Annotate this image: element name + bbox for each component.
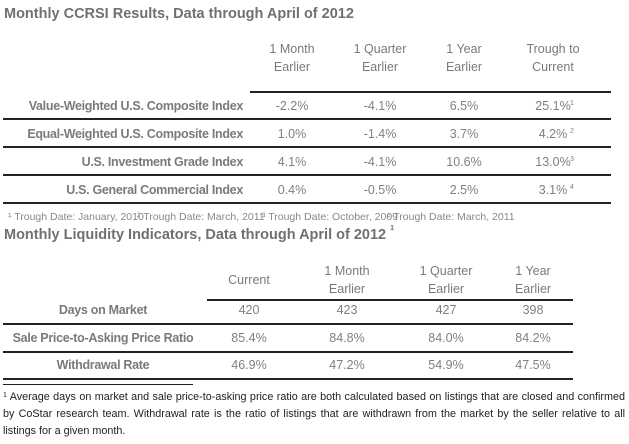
trough-footnote: ⁴ Trough Date: March, 2011 <box>386 211 515 223</box>
trough-footnote-ref: 4 <box>570 184 574 191</box>
trough-footnote: ³ Trough Date: October, 2009 <box>262 211 398 223</box>
column-header-line: Earlier <box>361 60 399 74</box>
table-cell: 84.2% <box>515 331 551 345</box>
table-cell: 25.1% <box>535 99 571 113</box>
column-header: 1 Month Earlier <box>269 40 314 76</box>
column-header-line: Current <box>228 273 270 287</box>
row-label: Value-Weighted U.S. Composite Index <box>28 99 244 113</box>
table-cell: 0.4% <box>277 183 307 197</box>
table-cell: 1.0% <box>277 127 307 141</box>
column-header-line: 1 Quarter <box>353 42 407 56</box>
footnote-rule <box>3 384 193 385</box>
row-label: U.S. General Commercial Index <box>66 183 243 197</box>
column-header-line: Earlier <box>427 282 465 296</box>
column-header: Trough to Current <box>526 40 579 76</box>
column-header-line: 1 Month <box>324 264 370 278</box>
table-cell: -1.4% <box>363 127 397 141</box>
table-cell: 4.2% <box>538 127 568 141</box>
table-cell: 420 <box>238 303 260 317</box>
footnote-text: 1 Average days on market and sale price-… <box>3 389 625 440</box>
column-header: 1 Quarter Earlier <box>420 262 473 298</box>
column-header: 1 Year Earlier <box>515 262 551 298</box>
row-rule <box>3 351 573 353</box>
row-rule <box>3 174 611 176</box>
column-header-line: Earlier <box>328 282 366 296</box>
column-header: 1 Quarter Earlier <box>354 40 407 76</box>
table-cell: 54.9% <box>428 358 464 372</box>
column-header-line: Earlier <box>273 60 311 74</box>
table-cell: 47.5% <box>515 358 551 372</box>
column-header-line: 1 Month <box>269 42 315 56</box>
table-cell: 4.1% <box>277 155 307 169</box>
row-rule <box>3 378 573 380</box>
column-header: 1 Year Earlier <box>446 40 482 76</box>
column-header-line: 1 Year <box>446 42 482 56</box>
liquidity-title-text: Monthly Liquidity Indicators, Data throu… <box>4 227 387 243</box>
table-cell: 13.0% <box>535 155 571 169</box>
column-header-line: 1 Year <box>515 264 551 278</box>
ccrsi-title: Monthly CCRSI Results, Data through Apri… <box>4 6 354 22</box>
row-label: Equal-Weighted U.S. Composite Index <box>27 127 243 141</box>
column-header-line: 1 Quarter <box>419 264 473 278</box>
column-header-line: Current <box>532 60 574 74</box>
liquidity-title-sup: 1 <box>390 225 395 232</box>
trough-footnote-ref: 3 <box>570 156 574 163</box>
trough-footnote: ² Trough Date: March, 2011 <box>137 211 265 223</box>
table-cell: 3.1% <box>538 183 568 197</box>
liquidity-title: Monthly Liquidity Indicators, Data throu… <box>4 225 395 243</box>
table-cell: 398 <box>522 303 544 317</box>
column-header: Current <box>228 271 270 289</box>
table-cell: 84.8% <box>329 331 365 345</box>
row-label: Days on Market <box>58 303 148 317</box>
row-rule <box>3 118 611 120</box>
row-rule <box>3 202 611 204</box>
table-cell: 46.9% <box>231 358 267 372</box>
table-cell: 427 <box>435 303 457 317</box>
table-cell: -0.5% <box>363 183 397 197</box>
table-cell: 85.4% <box>231 331 267 345</box>
column-header: 1 Month Earlier <box>324 262 369 298</box>
table-cell: -2.2% <box>275 99 309 113</box>
trough-footnote: ¹ Trough Date: January, 2010 <box>8 211 144 223</box>
table-cell: 10.6% <box>446 155 482 169</box>
row-rule <box>3 146 611 148</box>
table-cell: 84.0% <box>428 331 464 345</box>
column-header-line: Earlier <box>445 60 483 74</box>
row-label: Withdrawal Rate <box>56 358 150 372</box>
table-cell: 2.5% <box>449 183 479 197</box>
footnote-body: Average days on market and sale price-to… <box>3 391 625 437</box>
table-cell: 423 <box>336 303 358 317</box>
trough-footnote-ref: 2 <box>570 128 574 135</box>
column-header-line: Trough to <box>526 42 580 56</box>
column-header-line: Earlier <box>514 282 552 296</box>
table-cell: -4.1% <box>363 99 397 113</box>
table-cell: 47.2% <box>329 358 365 372</box>
row-rule <box>3 323 573 325</box>
table-cell: -4.1% <box>363 155 397 169</box>
header-rule <box>250 91 611 93</box>
row-label: U.S. Investment Grade Index <box>81 155 244 169</box>
trough-footnote-ref: 1 <box>570 100 574 107</box>
row-label: Sale Price-to-Asking Price Ratio <box>12 331 194 345</box>
header-rule <box>207 299 573 301</box>
table-cell: 6.5% <box>449 99 479 113</box>
table-cell: 3.7% <box>449 127 479 141</box>
footnote-marker: 1 <box>3 392 7 399</box>
